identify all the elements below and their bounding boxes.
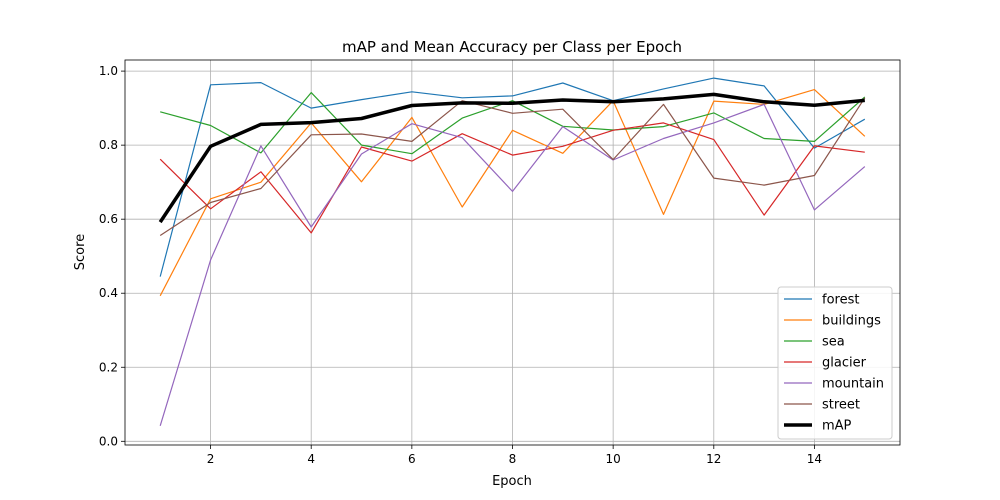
y-tick-label: 0.6 bbox=[99, 212, 118, 226]
y-tick-label: 0.8 bbox=[99, 138, 118, 152]
y-axis: 0.0 0.2 0.4 0.6 0.8 1.0 bbox=[99, 64, 125, 448]
series-line-street bbox=[159, 97, 866, 237]
legend-label-glacier: glacier bbox=[822, 356, 867, 371]
y-tick-label: 1.0 bbox=[99, 64, 118, 78]
x-tick-label: 6 bbox=[408, 452, 416, 466]
x-tick-label: 8 bbox=[509, 452, 517, 466]
series-line-buildings bbox=[159, 88, 866, 297]
series-line-sea bbox=[160, 91, 866, 155]
legend-label-forest: forest bbox=[822, 293, 859, 308]
legend-box bbox=[777, 286, 893, 440]
x-tick-label: 10 bbox=[606, 452, 621, 466]
x-tick-label: 2 bbox=[207, 452, 215, 466]
x-tick-label: 14 bbox=[807, 452, 822, 466]
x-axis: 2 4 6 8 10 12 14 bbox=[207, 445, 822, 466]
series-line-forest bbox=[159, 77, 866, 277]
legend-label-buildings: buildings bbox=[822, 314, 881, 329]
legend-label-street: street bbox=[822, 398, 860, 413]
legend-label-map: mAP bbox=[822, 419, 852, 434]
y-tick-label: 0.4 bbox=[99, 286, 118, 300]
series-line-glacier bbox=[159, 122, 865, 234]
series-line-map bbox=[158, 92, 865, 224]
legend-label-sea: sea bbox=[822, 335, 845, 350]
x-axis-label: Epoch bbox=[492, 474, 532, 489]
x-tick-label: 12 bbox=[706, 452, 721, 466]
x-tick-label: 4 bbox=[307, 452, 315, 466]
y-axis-label: Score bbox=[73, 234, 88, 270]
legend-label-mountain: mountain bbox=[822, 377, 884, 392]
y-tick-label: 0.2 bbox=[99, 360, 118, 374]
chart-title: mAP and Mean Accuracy per Class per Epoc… bbox=[342, 38, 682, 56]
series-group bbox=[158, 77, 866, 426]
legend: forest buildings sea glacier mountain street m… bbox=[777, 286, 893, 440]
series-line-mountain bbox=[159, 103, 866, 426]
y-tick-label: 0.0 bbox=[99, 434, 118, 448]
